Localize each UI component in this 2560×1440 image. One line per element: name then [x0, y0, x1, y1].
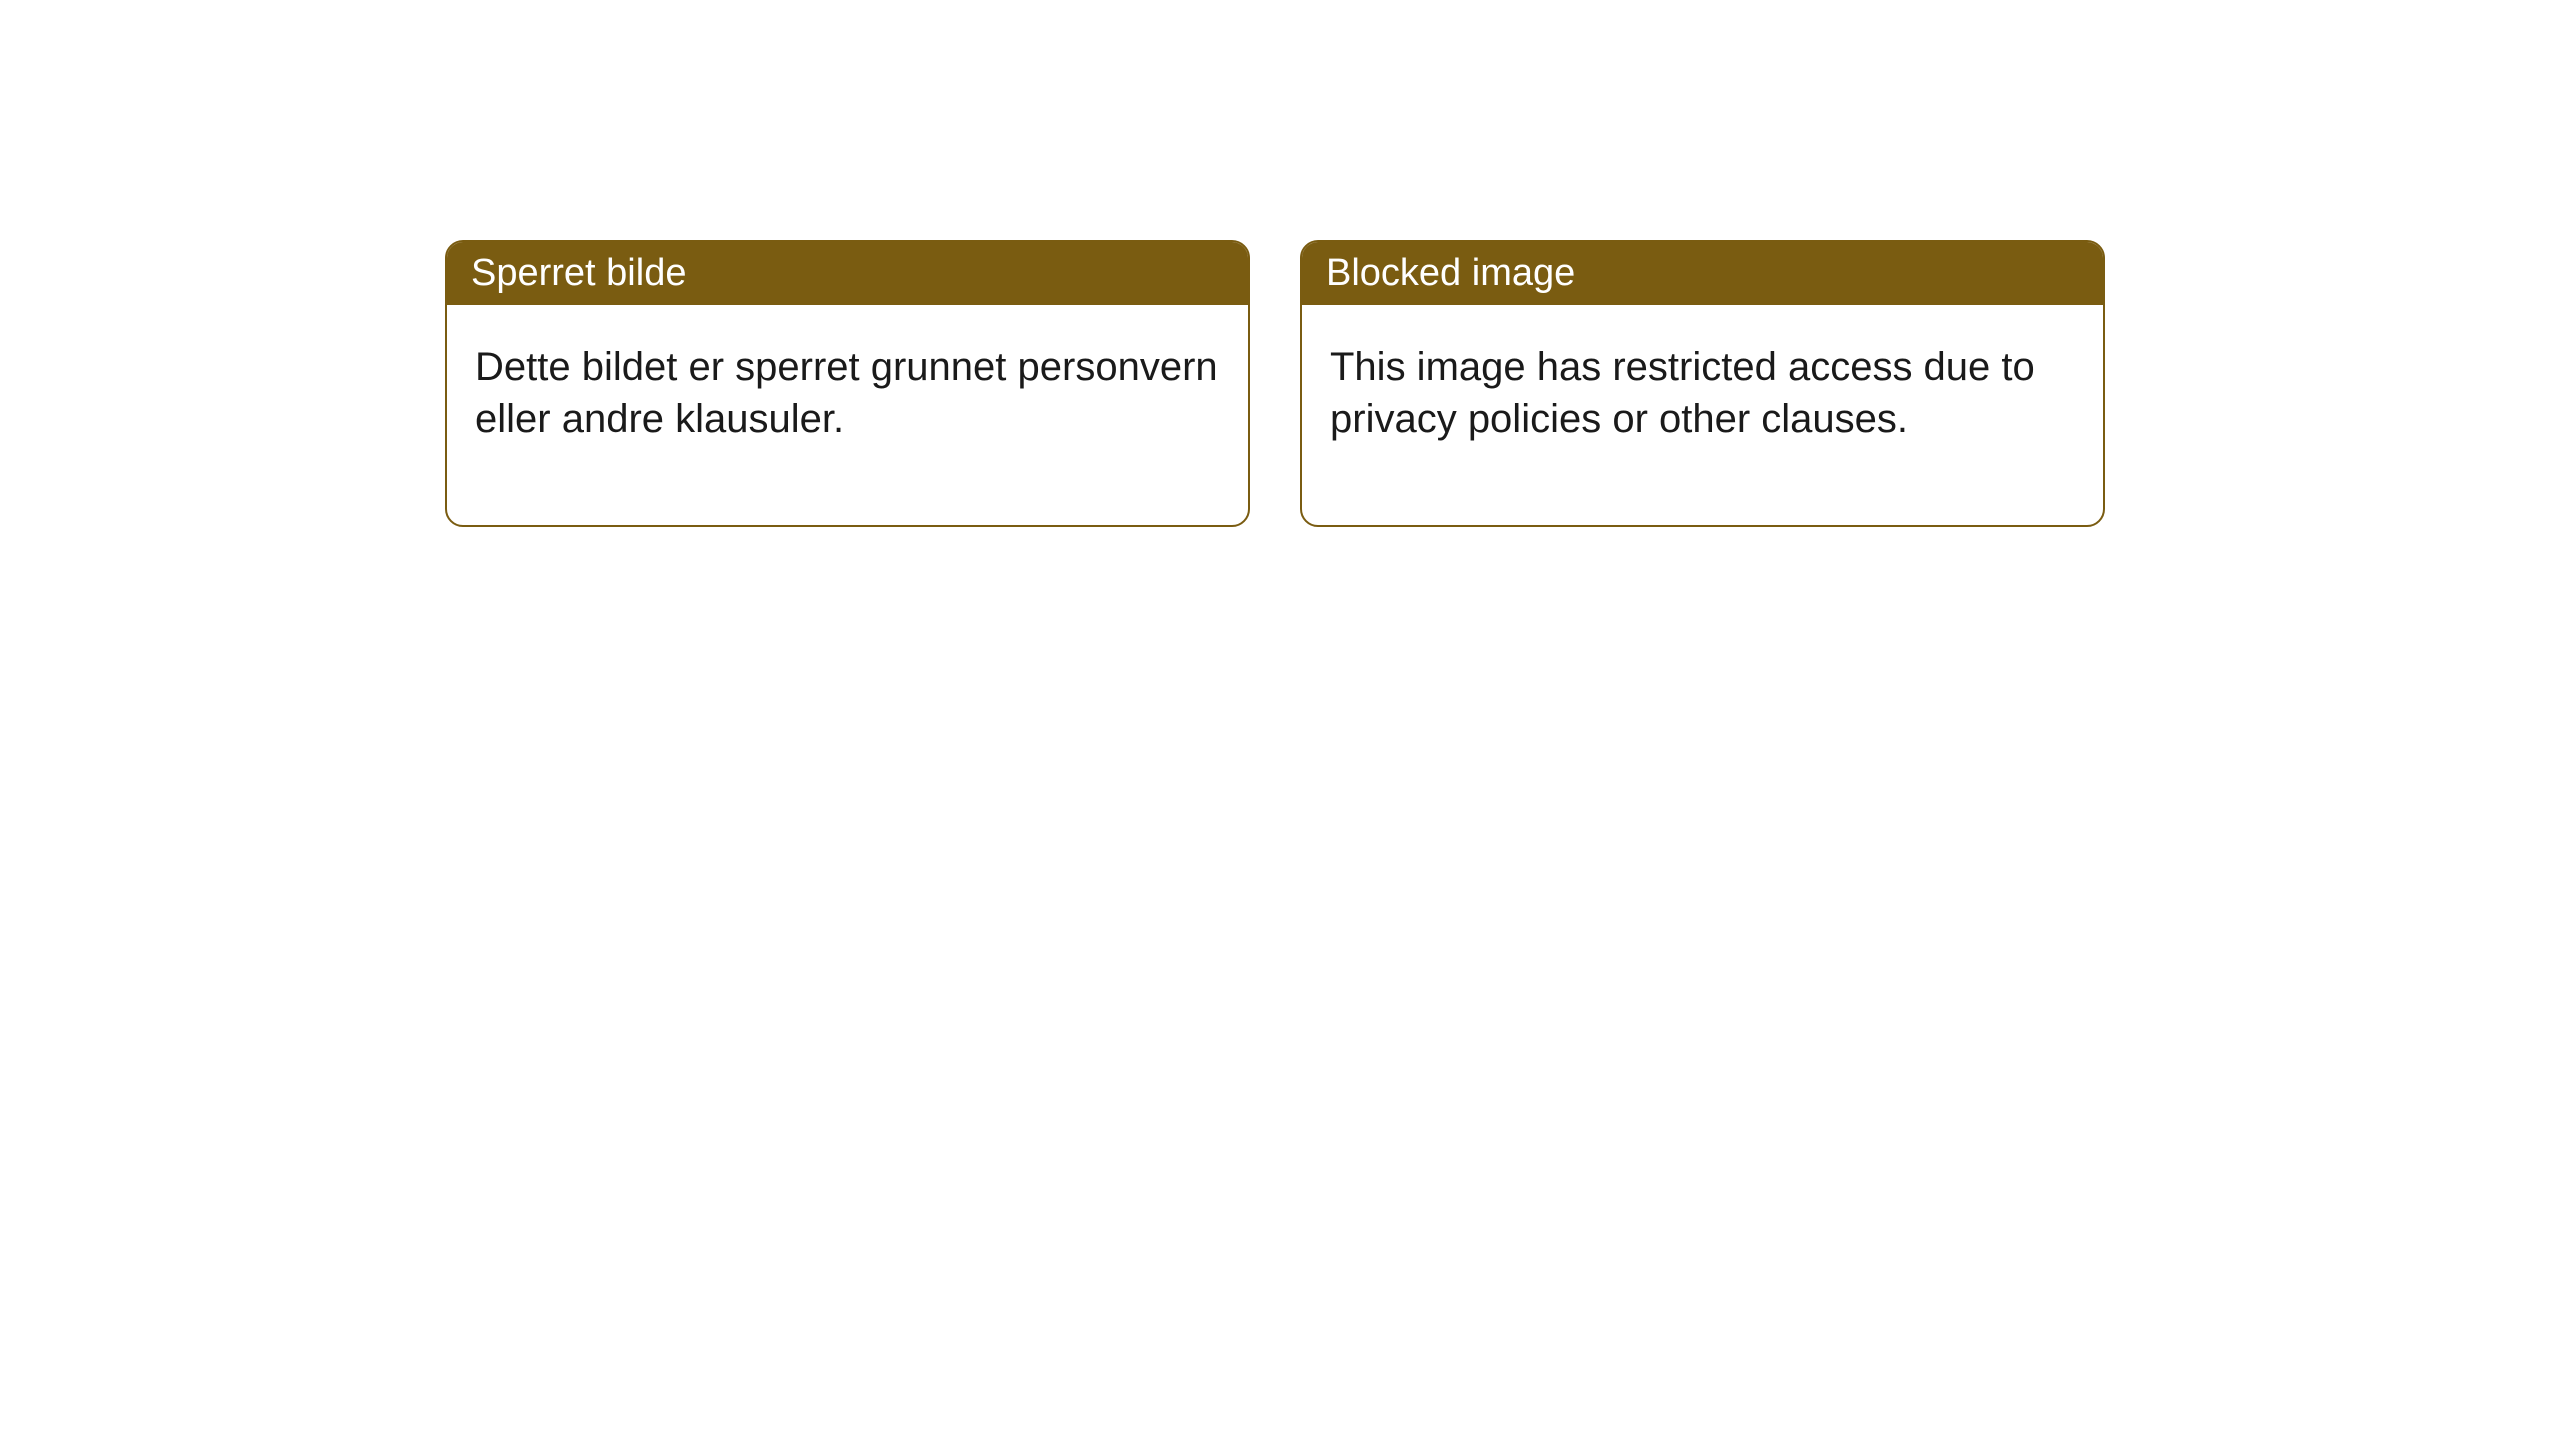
card-body-text: This image has restricted access due to …	[1330, 345, 2035, 441]
card-header: Sperret bilde	[447, 242, 1248, 305]
blocked-image-card-en: Blocked image This image has restricted …	[1300, 240, 2105, 527]
cards-container: Sperret bilde Dette bildet er sperret gr…	[0, 0, 2560, 527]
card-body-text: Dette bildet er sperret grunnet personve…	[475, 345, 1218, 441]
blocked-image-card-no: Sperret bilde Dette bildet er sperret gr…	[445, 240, 1250, 527]
card-title: Blocked image	[1326, 252, 1575, 294]
card-title: Sperret bilde	[471, 252, 686, 294]
card-header: Blocked image	[1302, 242, 2103, 305]
card-body: This image has restricted access due to …	[1302, 305, 2103, 525]
card-body: Dette bildet er sperret grunnet personve…	[447, 305, 1248, 525]
